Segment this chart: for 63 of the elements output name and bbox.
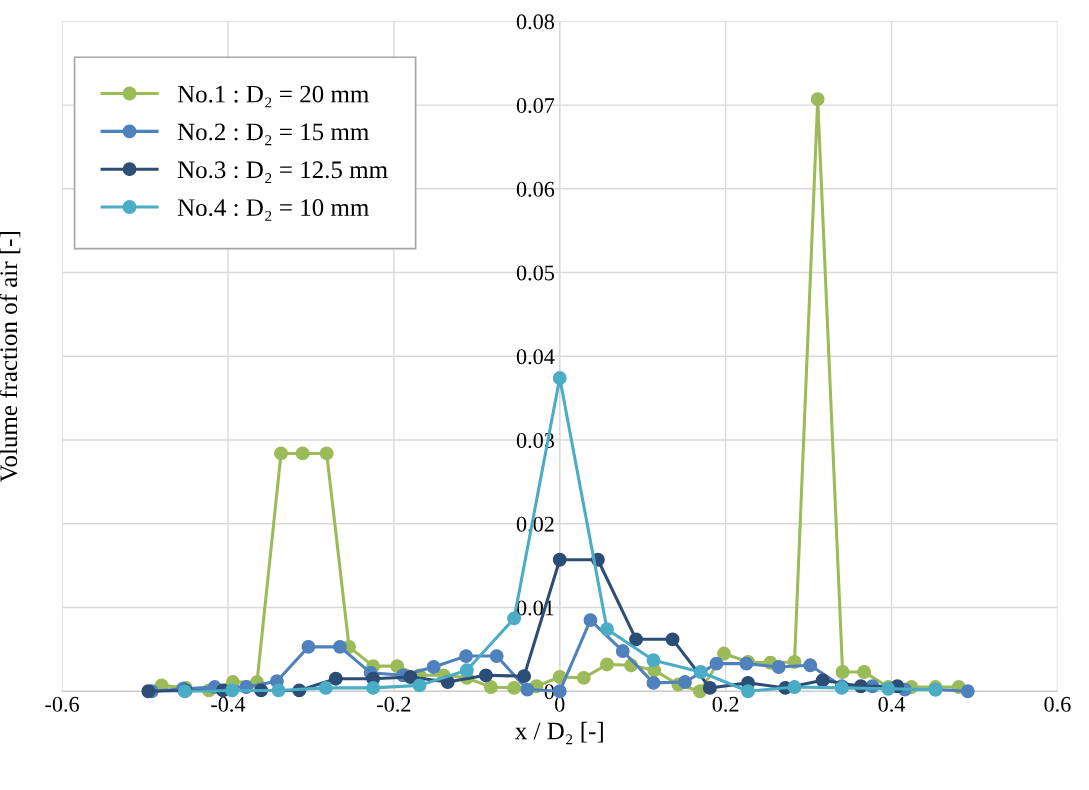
point bbox=[717, 646, 731, 661]
y-tick-label: 0.04 bbox=[516, 349, 555, 365]
point bbox=[960, 684, 975, 699]
point bbox=[520, 682, 535, 697]
point bbox=[319, 446, 334, 461]
point bbox=[332, 639, 347, 654]
point bbox=[803, 658, 818, 673]
point bbox=[318, 680, 333, 695]
point bbox=[507, 680, 522, 695]
point bbox=[665, 632, 680, 647]
point bbox=[403, 670, 418, 684]
point bbox=[489, 649, 504, 664]
x-axis-title: x / D₂ [-] bbox=[515, 721, 603, 745]
x-tick-label: -0.2 bbox=[377, 696, 411, 712]
point bbox=[646, 675, 661, 690]
x-tick-label: -0.6 bbox=[45, 696, 79, 712]
point bbox=[517, 669, 532, 684]
point bbox=[583, 613, 598, 628]
x-tick-label: 0.2 bbox=[712, 696, 739, 712]
y-axis-title: Volume fraction of air [-] bbox=[0, 232, 21, 483]
point bbox=[693, 665, 708, 679]
point bbox=[295, 446, 310, 461]
point bbox=[328, 671, 343, 686]
point bbox=[483, 680, 498, 695]
point bbox=[810, 92, 825, 107]
point bbox=[629, 632, 644, 647]
point bbox=[552, 371, 567, 386]
point bbox=[741, 684, 755, 699]
point bbox=[459, 649, 473, 664]
point bbox=[225, 683, 240, 698]
legend-label: No.3 : D₂ = 12.5 mm bbox=[177, 161, 388, 184]
point bbox=[702, 680, 717, 695]
point bbox=[857, 665, 872, 679]
y-tick-label: 0.06 bbox=[516, 181, 555, 197]
point bbox=[552, 552, 567, 567]
point bbox=[274, 446, 288, 461]
point bbox=[835, 665, 850, 679]
point bbox=[576, 670, 591, 685]
point bbox=[709, 656, 724, 671]
point bbox=[646, 653, 661, 668]
point bbox=[678, 675, 692, 689]
x-tick-label: 0.6 bbox=[1044, 696, 1071, 712]
x-tick-label: -0.4 bbox=[211, 696, 246, 712]
point bbox=[478, 668, 493, 683]
legend-label: No.1 : D₂ = 20 mm bbox=[177, 85, 369, 108]
point bbox=[459, 663, 474, 678]
legend-label: No.2 : D₂ = 15 mm bbox=[177, 123, 369, 146]
x-tick-label: 0.4 bbox=[878, 696, 906, 712]
point bbox=[600, 622, 614, 637]
point bbox=[771, 660, 786, 674]
point bbox=[366, 680, 381, 695]
point bbox=[615, 644, 630, 658]
point bbox=[600, 657, 614, 672]
point bbox=[412, 678, 427, 693]
point bbox=[301, 639, 316, 654]
point bbox=[271, 683, 286, 698]
point bbox=[815, 673, 830, 688]
legend-label: No.4 : D₂ = 10 mm bbox=[177, 199, 369, 221]
y-tick-label: 0.07 bbox=[516, 98, 555, 114]
point bbox=[426, 660, 441, 674]
y-tick-label: 0.05 bbox=[516, 265, 555, 281]
y-tick-label: 0.08 bbox=[516, 14, 555, 30]
point bbox=[787, 680, 802, 695]
